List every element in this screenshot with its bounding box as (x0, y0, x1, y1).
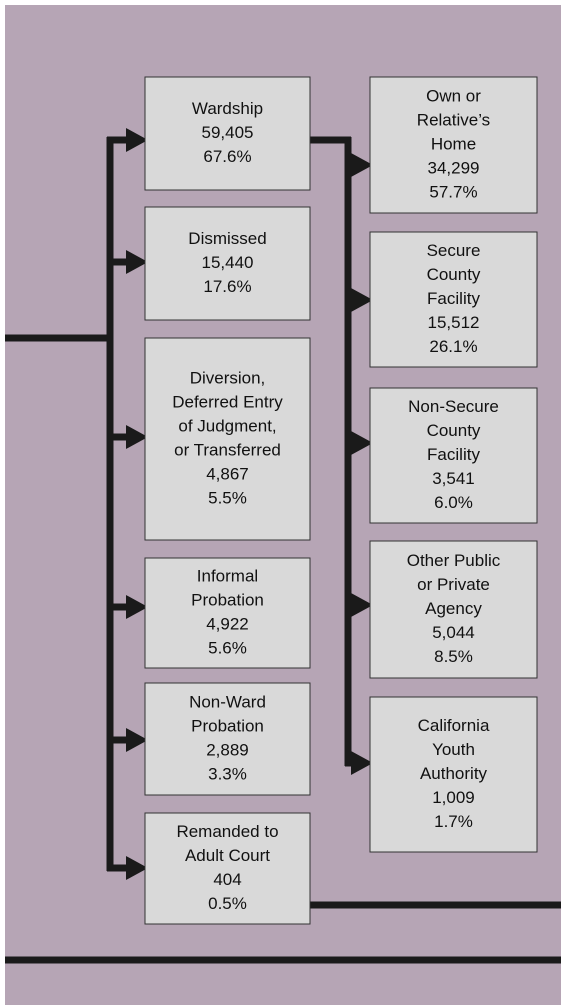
node-label: 3.3% (208, 764, 247, 783)
node-label: Authority (420, 764, 488, 783)
node-box (144, 812, 311, 925)
node-label: Home (431, 134, 476, 153)
node-label: 17.6% (203, 277, 251, 296)
node-label: Probation (191, 716, 264, 735)
node-label: Youth (432, 740, 475, 759)
node-label: 5,044 (432, 623, 475, 642)
node-label: Probation (191, 590, 264, 609)
node-label: Non-Ward (189, 692, 266, 711)
node-box (369, 231, 538, 368)
node-label: 59,405 (202, 123, 254, 142)
node-label: Other Public (407, 551, 501, 570)
connectors (5, 128, 561, 964)
node-label: Agency (425, 599, 482, 618)
node-label: 15,440 (202, 253, 254, 272)
node-label: Secure (427, 241, 481, 260)
node-label: 57.7% (429, 182, 477, 201)
boxes: Wardship 59,405 67.6% Dismissed 15,440 17.6% D… (144, 76, 538, 925)
node-label: Relative’s (417, 110, 490, 129)
node-box (369, 540, 538, 679)
node-label: Facility (427, 289, 480, 308)
node-label: 0.5% (208, 894, 247, 913)
node-label: Wardship (192, 99, 263, 118)
node-label: 15,512 (428, 313, 480, 332)
node-box (144, 76, 311, 191)
node-label: County (427, 421, 481, 440)
node-label: Own or (426, 86, 481, 105)
node-label: County (427, 265, 481, 284)
node-label: Non-Secure (408, 397, 499, 416)
node-label: 34,299 (428, 158, 480, 177)
node-label: of Judgment, (178, 416, 276, 435)
node-label: Deferred Entry (172, 392, 283, 411)
node-label: 4,867 (206, 464, 249, 483)
node-box (144, 682, 311, 796)
node-label: Diversion, (190, 368, 266, 387)
node-label: or Transferred (174, 440, 281, 459)
node-label: Dismissed (188, 229, 266, 248)
node-box (369, 76, 538, 214)
node-label: Facility (427, 445, 480, 464)
node-label: Informal (197, 566, 258, 585)
node-label: 2,889 (206, 740, 249, 759)
node-box (369, 696, 538, 853)
node-label: 67.6% (203, 147, 251, 166)
node-label: 3,541 (432, 469, 475, 488)
node-label: Remanded to (176, 822, 278, 841)
node-label: 1,009 (432, 788, 475, 807)
node-label: 5.6% (208, 638, 247, 657)
node-label: 6.0% (434, 493, 473, 512)
node-box (369, 387, 538, 524)
node-box (144, 206, 311, 321)
node-label: 26.1% (429, 337, 477, 356)
node-label: 1.7% (434, 812, 473, 831)
node-label: Adult Court (185, 846, 270, 865)
node-box (144, 557, 311, 669)
node-label: 4,922 (206, 614, 249, 633)
node-label: California (418, 716, 490, 735)
node-label: 8.5% (434, 647, 473, 666)
node-box (144, 337, 311, 541)
node-label: 404 (213, 870, 241, 889)
node-label: 5.5% (208, 488, 247, 507)
node-label: or Private (417, 575, 490, 594)
